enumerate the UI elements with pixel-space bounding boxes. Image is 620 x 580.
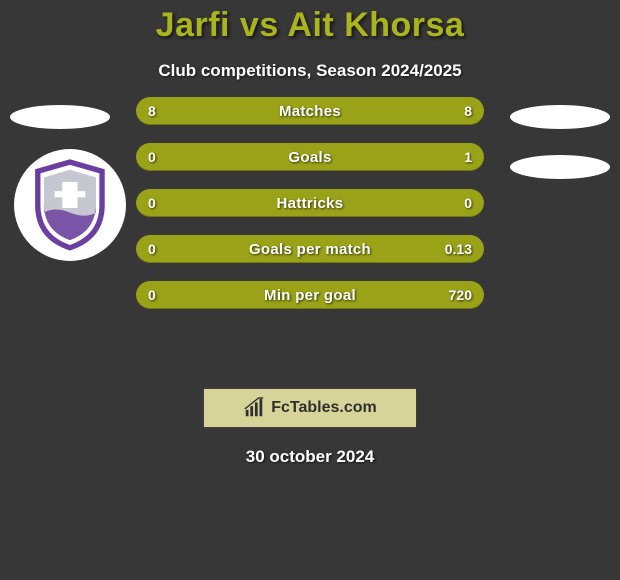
stat-row-matches: 8 Matches 8: [136, 97, 484, 125]
stat-bars: 8 Matches 8 0 Goals 1 0 Hattricks 0 0 Go…: [136, 97, 484, 309]
stat-left-value: 0: [148, 287, 156, 303]
stat-row-goals-per-match: 0 Goals per match 0.13: [136, 235, 484, 263]
stat-left-value: 0: [148, 241, 156, 257]
stat-right-value: 0.13: [445, 241, 472, 257]
brand-badge[interactable]: FcTables.com: [202, 387, 418, 429]
page-title: Jarfi vs Ait Khorsa: [0, 0, 620, 45]
stat-label: Goals: [288, 149, 331, 166]
stat-label: Min per goal: [264, 287, 356, 304]
shield-icon: [24, 159, 116, 251]
brand-label: FcTables.com: [271, 399, 377, 417]
stat-right-value: 8: [464, 103, 472, 119]
stat-left-value: 0: [148, 195, 156, 211]
stat-row-hattricks: 0 Hattricks 0: [136, 189, 484, 217]
subtitle: Club competitions, Season 2024/2025: [0, 61, 620, 81]
stat-left-value: 0: [148, 149, 156, 165]
stat-row-min-per-goal: 0 Min per goal 720: [136, 281, 484, 309]
placeholder-ellipse-right-1: [510, 105, 610, 129]
stat-right-value: 720: [449, 287, 472, 303]
stat-label: Hattricks: [277, 195, 344, 212]
stat-left-value: 8: [148, 103, 156, 119]
stat-right-value: 0: [464, 195, 472, 211]
stat-label: Goals per match: [249, 241, 371, 258]
bar-chart-icon: [243, 397, 265, 419]
stat-row-goals: 0 Goals 1: [136, 143, 484, 171]
placeholder-ellipse-left: [10, 105, 110, 129]
club-crest-left: [14, 149, 126, 261]
date-label: 30 october 2024: [0, 447, 620, 467]
stat-right-value: 1: [464, 149, 472, 165]
stat-label: Matches: [279, 103, 341, 120]
comparison-panel: 8 Matches 8 0 Goals 1 0 Hattricks 0 0 Go…: [0, 109, 620, 369]
placeholder-ellipse-right-2: [510, 155, 610, 179]
